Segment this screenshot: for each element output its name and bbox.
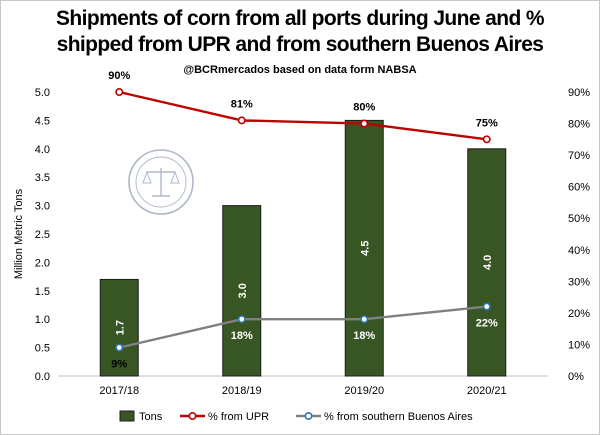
- legend-label-tons: Tons: [139, 411, 163, 423]
- y-tick-label: 0.5: [35, 343, 50, 355]
- y-tick-label: 5.0: [35, 87, 50, 99]
- x-tick-label: 2019/20: [344, 385, 384, 397]
- y-tick-label: 2.0: [35, 257, 50, 269]
- line-data-label: 90%: [108, 70, 130, 82]
- y-tick-label: 0.0: [35, 371, 50, 383]
- chart-title-line-1: Shipments of corn from all ports during …: [55, 7, 545, 30]
- series-marker: [237, 315, 246, 324]
- bar: [222, 205, 262, 377]
- y2-tick-label: 30%: [568, 276, 590, 288]
- series-marker: [360, 315, 369, 324]
- bar-data-label: 4.5: [359, 241, 371, 256]
- y2-tick-label: 60%: [568, 182, 590, 194]
- line-data-label: 18%: [231, 330, 253, 342]
- line-data-label: 18%: [353, 330, 375, 342]
- line-data-label: 80%: [353, 102, 375, 114]
- y-tick-label: 4.5: [35, 115, 50, 127]
- chart-title: Shipments of corn from all ports during …: [0, 6, 600, 58]
- y2-tick-label: 40%: [568, 245, 590, 257]
- series-line: [118, 305, 487, 349]
- x-tick-label: 2018/19: [222, 385, 262, 397]
- bar-data-label: 3.0: [237, 283, 249, 298]
- chart-title-line-2: shipped from UPR and from southern Bueno…: [56, 33, 544, 56]
- line-data-label: 9%: [111, 359, 127, 371]
- bar: [99, 278, 139, 377]
- y-tick-label: 4.0: [35, 144, 50, 156]
- bar: [344, 119, 384, 377]
- series-marker: [482, 302, 491, 311]
- y-tick-label: 3.5: [35, 172, 50, 184]
- y2-tick-label: 0%: [568, 371, 584, 383]
- y-axis-title: Million Metric Tons: [13, 188, 25, 279]
- y2-tick-label: 90%: [568, 87, 590, 99]
- y2-tick-label: 80%: [568, 119, 590, 131]
- series-marker: [115, 343, 124, 352]
- legend-swatch-tons: [119, 410, 135, 422]
- y2-tick-label: 50%: [568, 213, 590, 225]
- bar-data-label: 1.7: [114, 320, 126, 335]
- series-marker: [360, 119, 369, 128]
- y2-tick-label: 70%: [568, 150, 590, 162]
- chart-subtitle: @BCRmercados based on data form NABSA: [183, 64, 417, 76]
- line-data-label: 81%: [231, 98, 253, 110]
- x-tick-label: 2020/21: [467, 385, 507, 397]
- legend-label-southern: % from southern Buenos Aires: [324, 411, 473, 423]
- y-tick-label: 2.5: [35, 229, 50, 241]
- series-line: [118, 90, 487, 141]
- seal-logo: [128, 149, 194, 215]
- y-tick-label: 3.0: [35, 201, 50, 213]
- legend-marker-upr: [188, 411, 197, 420]
- x-tick-label: 2017/18: [99, 385, 139, 397]
- series-marker: [482, 135, 491, 144]
- bar: [467, 148, 507, 377]
- y-tick-label: 1.5: [35, 286, 50, 298]
- series-marker: [115, 88, 124, 97]
- y2-tick-label: 20%: [568, 308, 590, 320]
- series-marker: [237, 116, 246, 125]
- legend-label-upr: % from UPR: [208, 411, 269, 423]
- line-data-label: 75%: [476, 117, 498, 129]
- legend-marker-southern: [304, 411, 313, 420]
- y-tick-label: 1.0: [35, 314, 50, 326]
- bar-data-label: 4.0: [482, 255, 494, 270]
- line-data-label: 22%: [476, 318, 498, 330]
- y2-tick-label: 10%: [568, 339, 590, 351]
